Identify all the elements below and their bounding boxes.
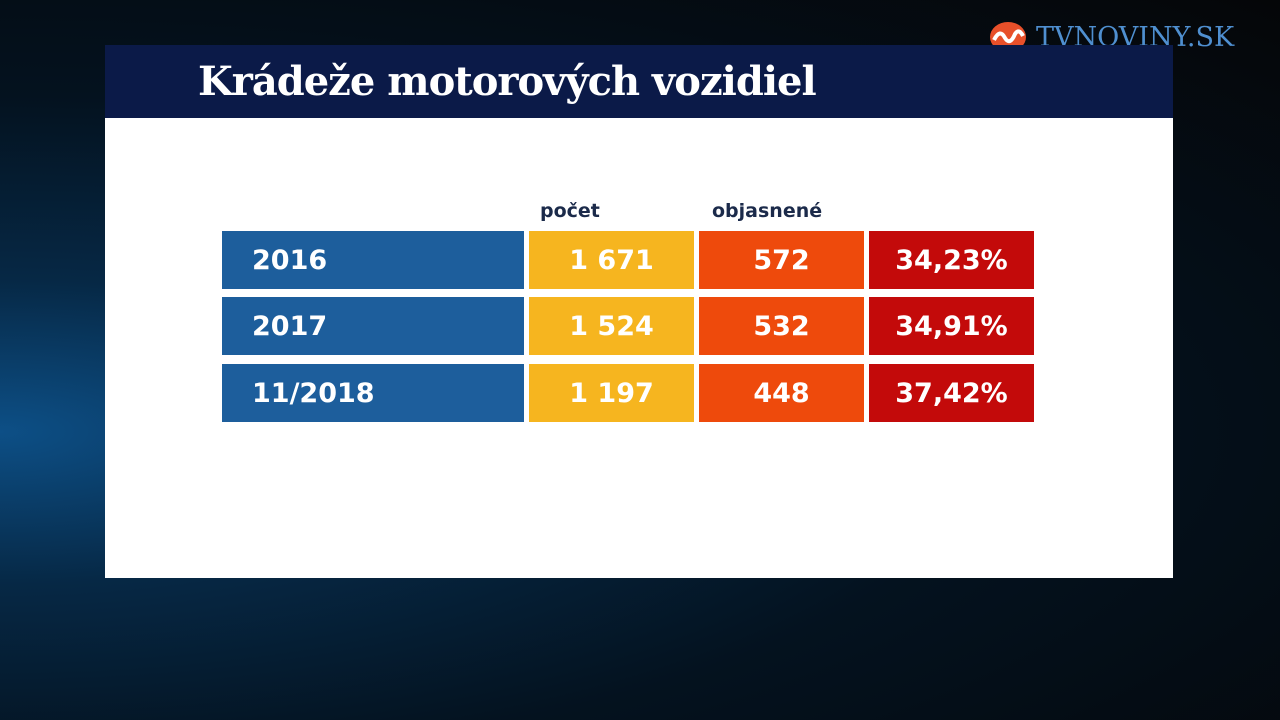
solved-cell: 532 bbox=[699, 297, 864, 355]
count-cell: 1 671 bbox=[529, 231, 694, 289]
share-cell: 34,91% bbox=[869, 297, 1034, 355]
title-bar bbox=[105, 45, 1173, 118]
row-label: 11/2018 bbox=[222, 364, 524, 422]
solved-cell: 448 bbox=[699, 364, 864, 422]
count-cell: 1 197 bbox=[529, 364, 694, 422]
column-header: objasnené bbox=[712, 200, 823, 222]
row-label: 2017 bbox=[222, 297, 524, 355]
share-cell: 37,42% bbox=[869, 364, 1034, 422]
title: Krádeže motorových vozidiel bbox=[198, 58, 817, 105]
column-header: počet bbox=[540, 200, 600, 222]
count-cell: 1 524 bbox=[529, 297, 694, 355]
share-cell: 34,23% bbox=[869, 231, 1034, 289]
row-label: 2016 bbox=[222, 231, 524, 289]
solved-cell: 572 bbox=[699, 231, 864, 289]
logo-icon bbox=[990, 22, 1026, 52]
